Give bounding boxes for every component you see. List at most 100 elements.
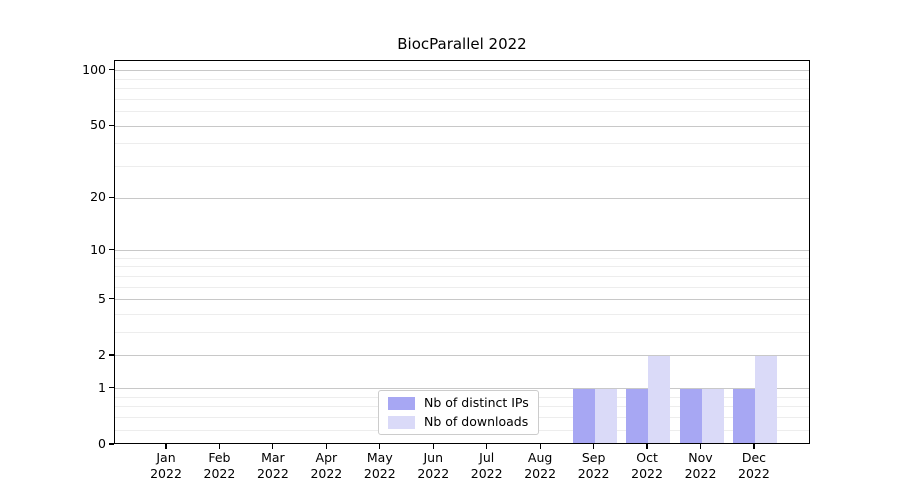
minor-gridline (115, 266, 809, 268)
x-tick (272, 444, 274, 449)
y-tick-label: 2 (98, 346, 106, 362)
x-tick-label-year: 2022 (684, 466, 717, 481)
x-tick-label-month: Sep (581, 450, 606, 465)
legend-item-distinct-ips: Nb of distinct IPs (388, 396, 529, 410)
x-tick-label-year: 2022 (363, 466, 396, 481)
minor-gridline (115, 78, 809, 80)
x-tick-label-year: 2022 (524, 466, 557, 481)
bar-nb-of-distinct-ips-sep-2022 (572, 388, 595, 443)
x-tick (325, 444, 327, 449)
legend-swatch-distinct-ips (388, 396, 415, 410)
bar-nb-of-distinct-ips-oct-2022 (626, 388, 649, 443)
y-tick (109, 196, 114, 198)
y-tick (109, 124, 114, 126)
x-tick-label-month: Feb (208, 450, 231, 465)
x-tick-label-year: 2022 (577, 466, 610, 481)
x-tick-label: Jul 2022 (447, 450, 527, 482)
minor-gridline (115, 88, 809, 90)
minor-gridline (115, 314, 809, 315)
legend: Nb of distinct IPs Nb of downloads (378, 390, 539, 435)
plot-area (114, 60, 810, 444)
x-tick-label-month: Aug (527, 450, 553, 465)
major-gridline (115, 70, 809, 72)
x-tick-label: Jan 2022 (126, 450, 206, 482)
minor-gridline (115, 166, 809, 168)
x-tick (432, 444, 434, 449)
legend-swatch-downloads (388, 415, 415, 429)
bar-nb-of-distinct-ips-nov-2022 (679, 388, 702, 443)
x-tick-label-month: Nov (688, 450, 713, 465)
legend-item-downloads: Nb of downloads (388, 415, 529, 429)
legend-label-downloads: Nb of downloads (424, 414, 529, 429)
major-gridline (115, 197, 809, 199)
minor-gridline (115, 98, 809, 100)
y-tick (109, 69, 114, 71)
x-tick (539, 444, 541, 449)
x-tick-label: Mar 2022 (233, 450, 313, 482)
y-tick-label: 0 (98, 436, 106, 451)
x-tick (699, 444, 702, 449)
y-tick-label: 1 (98, 379, 106, 395)
x-tick-label-year: 2022 (310, 466, 343, 481)
bar-nb-of-distinct-ips-dec-2022 (732, 388, 755, 443)
minor-gridline (115, 332, 809, 334)
y-tick-label: 5 (98, 290, 106, 306)
x-tick-label-month: May (366, 450, 393, 465)
x-tick-label: Aug 2022 (500, 450, 580, 482)
x-tick-label-month: Jun (423, 450, 444, 465)
major-gridline (115, 299, 809, 301)
y-tick (109, 248, 114, 251)
chart-title: BiocParallel 2022 (397, 35, 527, 53)
x-tick-label-month: Jan (156, 450, 176, 465)
x-tick (593, 444, 595, 449)
y-tick-label: 50 (90, 117, 106, 133)
major-gridline (115, 355, 809, 357)
x-tick (165, 444, 167, 449)
x-tick-label-year: 2022 (256, 466, 289, 481)
x-tick-label-year: 2022 (150, 466, 182, 481)
y-tick (109, 298, 114, 300)
x-tick-label-month: Dec (741, 450, 767, 465)
x-tick-label-year: 2022 (417, 466, 450, 481)
y-tick-label: 20 (90, 189, 106, 205)
x-tick-label-month: Oct (636, 450, 658, 465)
bar-nb-of-downloads-dec-2022 (754, 355, 777, 443)
y-tick (109, 443, 114, 445)
minor-gridline (115, 111, 809, 113)
x-tick-label: Sep 2022 (554, 450, 634, 482)
major-gridline (115, 250, 809, 252)
minor-gridline (115, 275, 809, 277)
bar-nb-of-downloads-sep-2022 (594, 388, 617, 443)
y-tick-label: 100 (82, 61, 106, 77)
x-tick-label: Nov 2022 (661, 450, 741, 482)
legend-label-distinct-ips: Nb of distinct IPs (424, 395, 529, 410)
x-tick-label-year: 2022 (203, 466, 236, 481)
major-gridline (115, 388, 809, 390)
x-tick-label: Dec 2022 (714, 450, 794, 482)
bar-nb-of-downloads-nov-2022 (701, 388, 724, 443)
minor-gridline (115, 257, 809, 259)
x-tick-label-month: Apr (315, 450, 338, 465)
major-gridline (115, 125, 809, 127)
x-tick-label-year: 2022 (738, 466, 770, 481)
x-tick (486, 444, 488, 449)
x-tick-label: May 2022 (340, 450, 420, 482)
minor-gridline (115, 286, 809, 288)
x-tick-label: Jun 2022 (393, 450, 473, 482)
x-tick-label-month: Jul (479, 450, 495, 465)
x-tick-label: Oct 2022 (607, 450, 687, 482)
x-tick-label: Apr 2022 (286, 450, 366, 482)
minor-gridline (115, 143, 809, 145)
x-tick (218, 444, 221, 449)
x-tick-label-month: Mar (261, 450, 285, 465)
x-tick (753, 444, 755, 449)
x-tick (379, 444, 381, 449)
x-tick (646, 444, 648, 449)
x-tick-label: Feb 2022 (179, 450, 259, 482)
y-tick (109, 354, 114, 356)
y-tick (109, 387, 114, 389)
x-tick-label-year: 2022 (470, 466, 503, 481)
bar-nb-of-downloads-oct-2022 (648, 355, 671, 443)
x-tick-label-year: 2022 (631, 466, 663, 481)
